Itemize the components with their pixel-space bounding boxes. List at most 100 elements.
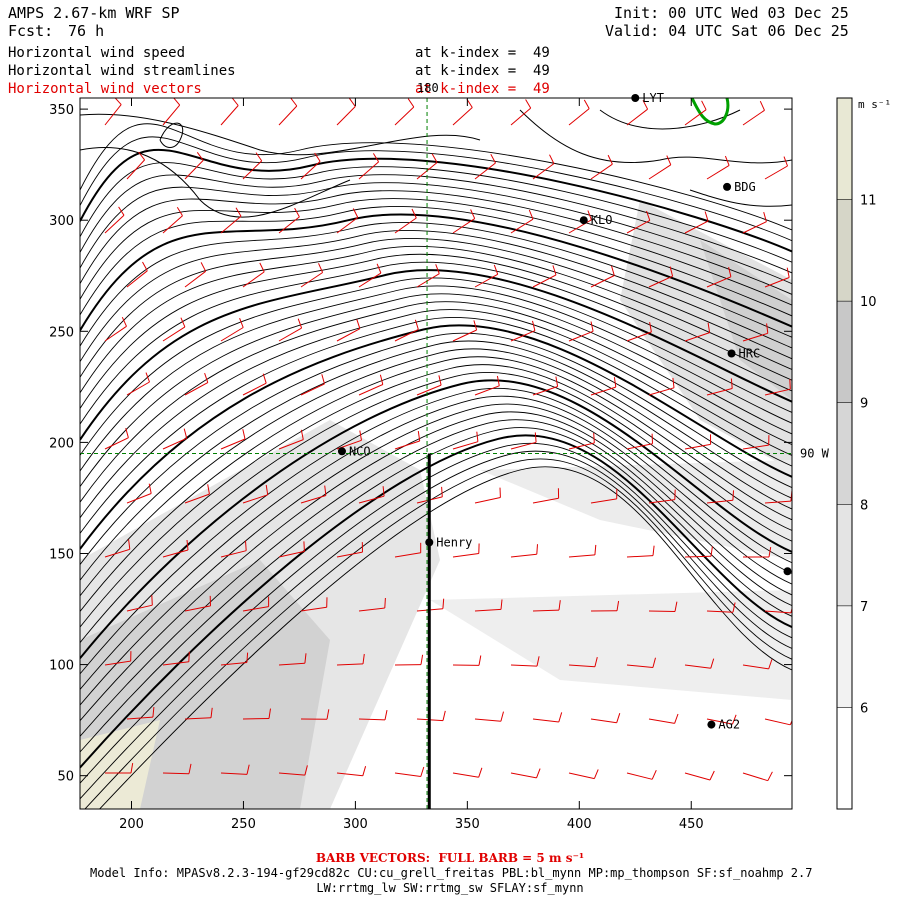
field-level-streamlines: at k-index = 49 <box>415 63 550 79</box>
colorbar-unit: m s⁻¹ <box>858 98 891 111</box>
wind-barb-feather <box>145 372 150 383</box>
colorbar-swatch <box>837 402 852 505</box>
wind-barb <box>300 606 327 612</box>
wind-barb-feather <box>290 98 298 107</box>
wind-barb-feather <box>532 320 536 331</box>
wind-barb <box>590 498 617 504</box>
wind-barb <box>104 325 127 342</box>
wind-barb-feather <box>303 541 305 552</box>
wind-barb <box>184 160 204 180</box>
station-dot <box>783 567 792 576</box>
wind-barb-feather <box>642 100 649 110</box>
streamline <box>99 466 792 809</box>
wind-barb <box>590 718 617 724</box>
wind-barb <box>416 273 440 288</box>
wind-barb <box>336 328 361 342</box>
wind-barb <box>510 330 536 342</box>
wind-barb <box>220 215 242 234</box>
wind-barb-feather <box>239 318 244 328</box>
wind-barb-feather <box>265 484 269 495</box>
x-tick-label: 250 <box>231 817 256 832</box>
wind-barb <box>742 332 768 342</box>
wind-barb <box>162 661 189 666</box>
wind-barb <box>568 108 590 126</box>
wind-barb-feather <box>470 209 476 219</box>
wind-barb <box>764 165 788 180</box>
model-info-physics: LW:rrtmg_lw SW:rrtmg_sw SFLAY:sf_mynn <box>316 881 584 895</box>
wind-barb-feather <box>148 483 152 494</box>
streamline <box>80 198 792 306</box>
wind-barb-feather <box>294 207 300 218</box>
streamline <box>599 109 741 130</box>
wind-barb-feather <box>701 100 707 110</box>
wind-barb <box>336 106 356 126</box>
wind-barb-feather <box>245 540 247 551</box>
wind-barb-feather <box>616 713 621 723</box>
wind-barb-feather <box>594 656 598 667</box>
wind-barb-feather <box>767 771 773 781</box>
streamline <box>80 285 792 472</box>
station-label: BDG <box>734 180 756 194</box>
station-dot <box>707 720 716 729</box>
wind-barb-feather <box>151 595 153 606</box>
wind-barb-feather <box>587 210 592 220</box>
wind-barb-feather <box>431 153 438 163</box>
wind-barb-feather <box>186 539 189 551</box>
wind-barb <box>626 555 654 558</box>
y-tick-label: 50 <box>57 770 74 785</box>
wind-barb <box>278 105 298 126</box>
wind-barb <box>336 217 359 234</box>
coastline-segment <box>690 98 730 126</box>
wind-barb <box>416 384 442 396</box>
wind-barb-feather <box>536 544 538 555</box>
streamline <box>689 189 792 207</box>
wind-barb <box>532 274 557 288</box>
wind-barb-feather <box>649 322 652 333</box>
wind-barb <box>126 159 145 180</box>
wind-barb <box>336 551 363 558</box>
wind-barb-feather <box>173 98 181 106</box>
wind-barb <box>358 495 385 504</box>
wind-barb-feather <box>783 156 788 167</box>
model-info: Model Info: MPASv8.2.3-194-gf29cd82c CU:… <box>90 866 813 880</box>
wind-barb <box>394 772 421 777</box>
streamline <box>80 450 792 800</box>
wind-barb <box>532 163 555 180</box>
wind-barb <box>474 273 498 288</box>
wind-barb <box>300 495 327 504</box>
wind-barb <box>126 493 152 504</box>
wind-barb-feather <box>549 154 555 164</box>
wind-barb-feather <box>500 599 503 610</box>
wind-barb <box>706 610 734 613</box>
wind-barb <box>452 107 473 126</box>
wind-barb-feather <box>242 429 246 440</box>
wind-barb-feather <box>379 374 384 385</box>
wind-barb <box>510 441 537 450</box>
streamline <box>80 113 481 156</box>
wind-barb <box>358 718 386 721</box>
streamline <box>80 427 792 753</box>
wind-barb <box>336 663 364 666</box>
wind-barb <box>220 772 248 775</box>
streamline <box>519 109 792 164</box>
wind-barb-feather <box>125 427 129 438</box>
wind-barb <box>568 664 595 668</box>
wind-barb-feather <box>262 373 267 384</box>
x-tick-label: 450 <box>679 817 704 832</box>
streamline <box>80 162 792 263</box>
wind-barb-feather <box>142 261 148 272</box>
wind-barb-feather <box>297 318 303 329</box>
wind-barb-feather <box>442 598 445 609</box>
station-dot <box>723 182 732 191</box>
wind-barb <box>684 772 711 781</box>
wind-barb-feather <box>372 153 380 163</box>
wind-barb <box>742 664 769 670</box>
colorbar-tick-label: 9 <box>860 397 868 412</box>
wind-barb-feather <box>496 375 500 386</box>
wind-barb <box>648 718 675 724</box>
wind-barb <box>510 772 537 779</box>
wind-barb-feather <box>362 653 365 664</box>
wind-barb-feather <box>324 485 327 496</box>
wind-barb-feather <box>441 486 443 497</box>
wind-barb-feather <box>710 658 715 669</box>
